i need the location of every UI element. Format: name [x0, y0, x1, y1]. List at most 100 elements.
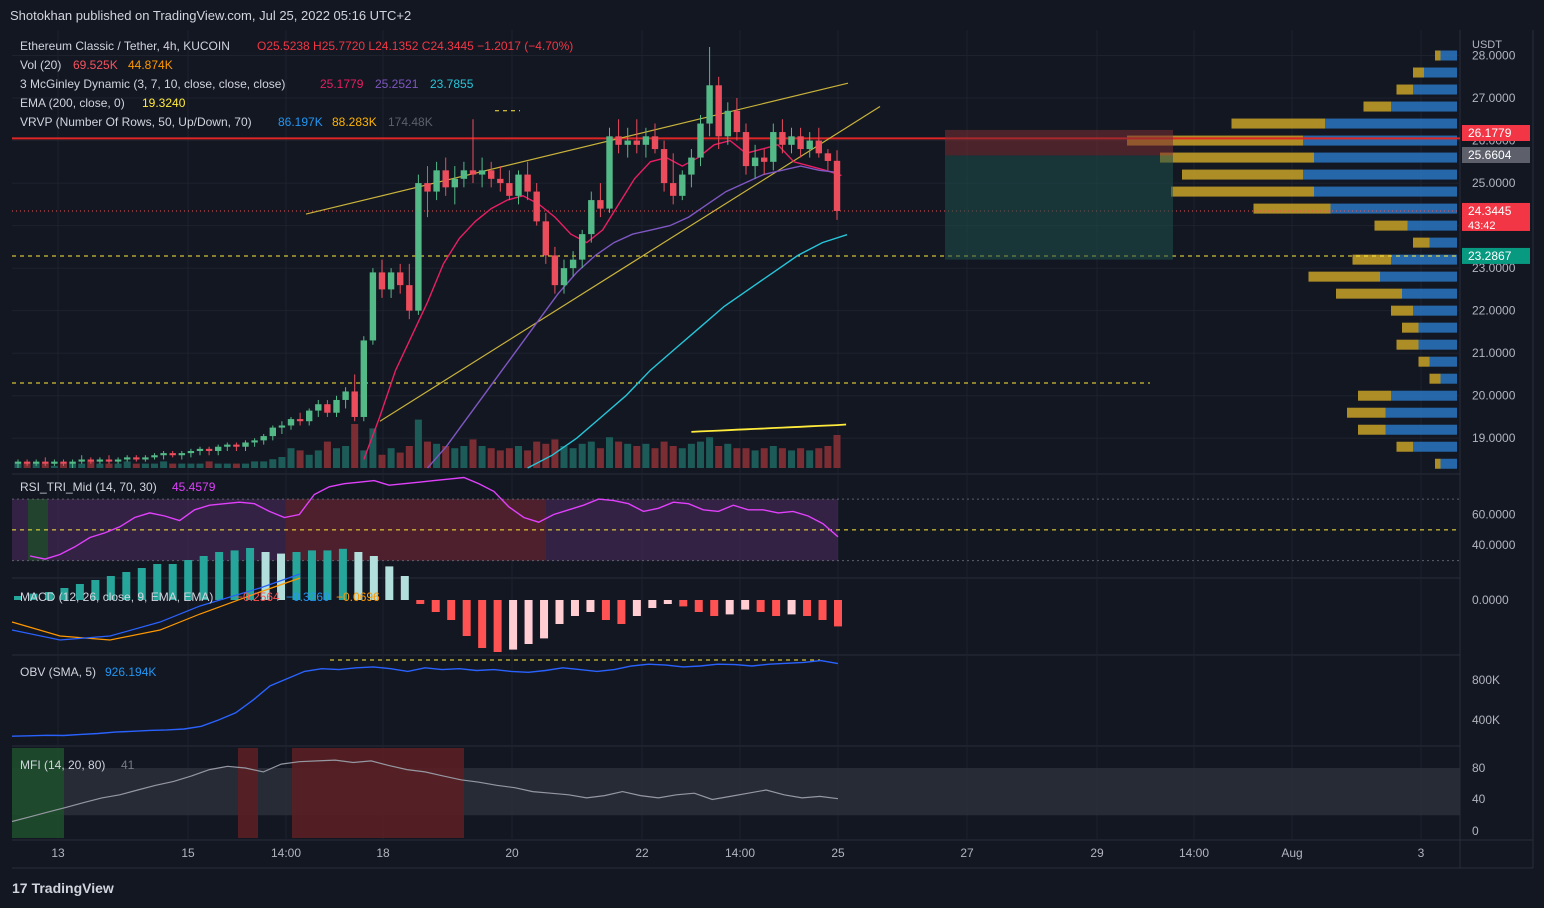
trendline-upper	[305, 82, 849, 215]
candle-body	[624, 140, 631, 145]
vp-up-bar	[1413, 84, 1457, 95]
price-label-box	[1462, 202, 1530, 231]
candle-body	[278, 425, 286, 428]
vp-up-bar	[1402, 288, 1457, 299]
volume-bar	[305, 454, 313, 468]
macd-hist-bar	[447, 600, 456, 620]
tradingview-logo[interactable]: 17 TradingView	[12, 880, 114, 896]
volume-bar	[196, 463, 204, 468]
volume-bar	[724, 443, 732, 468]
mfi-overbought-zone	[292, 748, 464, 838]
candle-body	[351, 391, 358, 417]
vp-up-bar	[1385, 407, 1457, 418]
candle-body	[87, 459, 94, 462]
candle-body	[142, 457, 149, 460]
price-pane	[12, 30, 1460, 468]
candle-body	[424, 183, 431, 192]
macd-hist-bar	[230, 550, 239, 600]
macd-hist-bar	[354, 552, 363, 600]
volume-bar	[114, 463, 122, 468]
price-tick: 22.0000	[1472, 304, 1516, 318]
volume-bar	[633, 446, 641, 468]
macd-hist-bar	[741, 600, 750, 610]
volume-bar	[442, 446, 450, 468]
vp-down-bar	[1402, 322, 1419, 333]
vp-down-bar	[1358, 390, 1391, 401]
macd-hist-bar	[617, 600, 626, 624]
volume-bar	[806, 450, 814, 468]
volume-bar	[669, 446, 677, 468]
vp-up-bar	[1385, 424, 1457, 435]
symbol-title: Ethereum Classic / Tether, 4h, KUCOIN	[20, 39, 230, 53]
vp-up-bar	[1325, 118, 1457, 129]
ema200-line	[691, 423, 847, 433]
volume-bar	[223, 463, 231, 468]
macd-hist-bar	[601, 600, 610, 620]
candle-body	[533, 191, 540, 222]
candle-body	[779, 132, 786, 145]
vp-down-bar	[1435, 458, 1441, 469]
macd-hist-bar	[493, 600, 502, 652]
volume-bar	[615, 441, 623, 468]
volume-bar	[560, 446, 568, 468]
time-label: 25	[831, 846, 845, 860]
macd-hist-bar	[153, 564, 162, 600]
price-label-text: 23.2867	[1468, 249, 1512, 263]
volume-bar	[496, 450, 504, 468]
volume-bar	[396, 452, 404, 468]
candle-body	[78, 459, 85, 462]
time-label: 15	[181, 846, 195, 860]
volume-bar	[505, 448, 513, 468]
volume-bar	[187, 463, 195, 468]
vp-up-bar	[1391, 101, 1457, 112]
volume-bar	[169, 463, 177, 468]
candle-body	[442, 170, 449, 188]
price-label-box	[1462, 247, 1530, 264]
price-tick: 28.0000	[1472, 49, 1516, 63]
volume-bar	[433, 443, 441, 468]
tradingview-logo-mark: 17	[12, 880, 28, 896]
vp-down-bar	[1391, 305, 1413, 316]
volume-bar	[569, 448, 577, 468]
volume-bar	[369, 428, 377, 468]
macd-signal-line	[11, 577, 301, 641]
macd-hist-bar	[803, 600, 812, 616]
price-tick: 20.0000	[1472, 389, 1516, 403]
candle-body	[579, 234, 586, 260]
volume-bar	[160, 461, 168, 468]
candle-body	[224, 444, 231, 447]
price-label-text: 25.6604	[1468, 148, 1512, 162]
candle-body	[387, 272, 395, 290]
vol-label: Vol (20)	[20, 58, 61, 72]
candle-body	[14, 461, 22, 464]
price-label-text: 24.3445	[1468, 204, 1512, 218]
mcginley-label: 3 McGinley Dynamic (3, 7, 10, close, clo…	[20, 77, 285, 91]
vp-up-bar	[1440, 458, 1457, 469]
volume-bar	[469, 439, 477, 468]
time-label: 18	[376, 846, 390, 860]
vrvp-label: VRVP (Number Of Rows, 50, Up/Down, 70)	[20, 115, 252, 129]
candle-body	[151, 455, 158, 458]
macd-hist-bar	[14, 596, 22, 600]
vp-up-bar	[1303, 169, 1457, 180]
vp-up-bar	[1330, 203, 1457, 214]
macd-v1: −0.2564	[236, 590, 280, 604]
mcginley-mid-line	[426, 165, 838, 469]
volume-bar	[87, 461, 95, 468]
volume-bar	[232, 463, 240, 468]
macd-hist-bar	[29, 593, 38, 600]
candle-body	[651, 136, 659, 150]
volume-bar	[815, 448, 823, 468]
volume-bar	[833, 435, 841, 468]
macd-line	[11, 573, 301, 641]
candle-body	[642, 136, 650, 145]
ema-value: 19.3240	[142, 96, 186, 110]
vp-up-bar	[1380, 271, 1457, 282]
mfi-value: 41	[121, 758, 135, 772]
volume-bar	[487, 448, 495, 468]
candle-body	[569, 259, 577, 269]
time-label: 29	[1090, 846, 1104, 860]
vp-down-bar	[1374, 220, 1408, 231]
candle-body	[205, 448, 213, 451]
